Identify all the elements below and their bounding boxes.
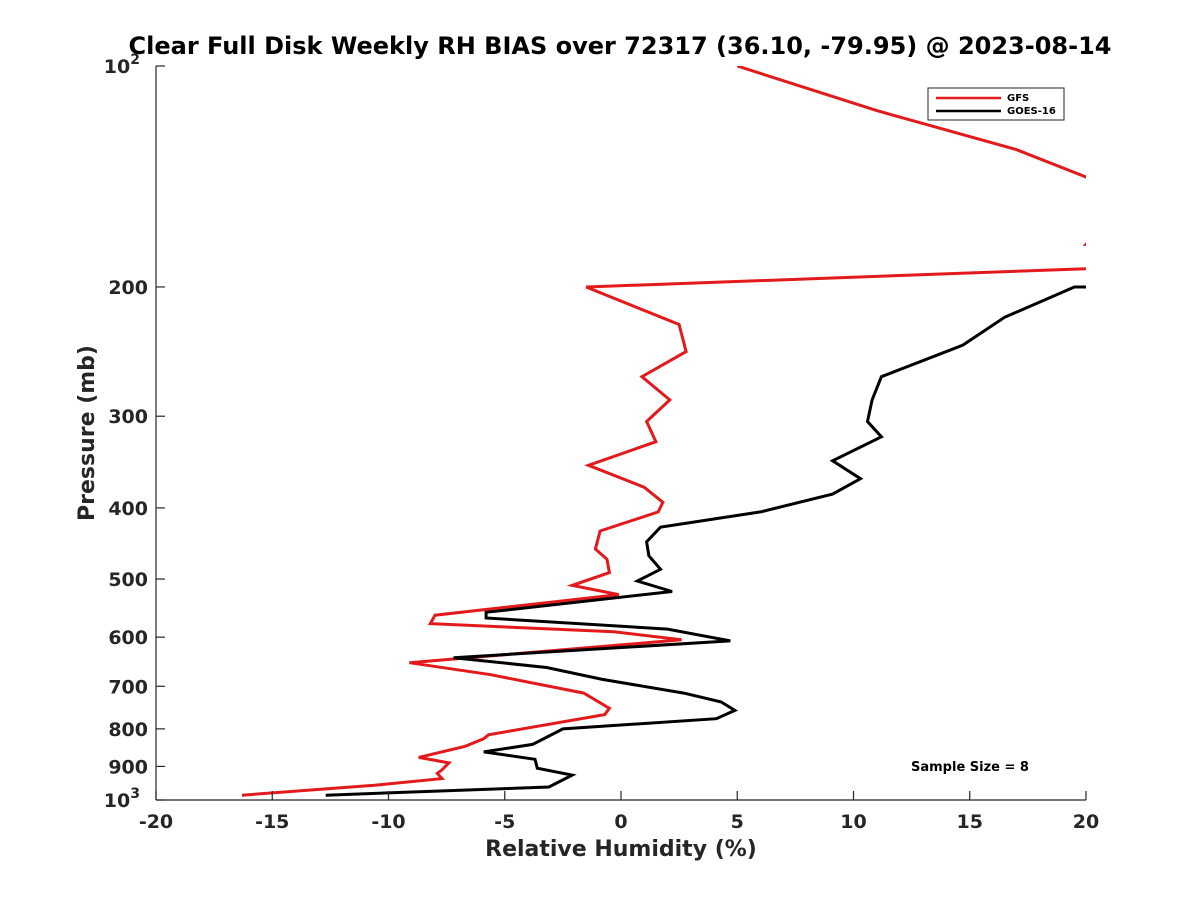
sample-size-annotation: Sample Size = 8 — [911, 760, 1029, 775]
y-tick-label: 900 — [108, 756, 148, 778]
x-axis-label: Relative Humidity (%) — [485, 837, 757, 862]
y-ticks: 102 200 300 400 500 600 700 800 900 103 — [104, 52, 165, 812]
y-tick-label: 600 — [108, 627, 148, 649]
y-tick-label: 200 — [108, 277, 148, 299]
y-tick-label: 103 — [104, 786, 140, 812]
legend-label-gfs: GFS — [1007, 93, 1029, 104]
x-tick-label: 20 — [1073, 811, 1099, 833]
x-tick-label: 0 — [614, 811, 627, 833]
y-axis-label: Pressure (mb) — [75, 345, 100, 521]
x-tick-label: -10 — [371, 811, 405, 833]
legend: GFS GOES-16 — [927, 87, 1065, 121]
axes — [155, 66, 1086, 801]
y-tick-label: 700 — [108, 676, 148, 698]
x-tick-label: -20 — [139, 811, 173, 833]
y-tick-label: 400 — [108, 498, 148, 520]
x-tick-label: 5 — [731, 811, 744, 833]
x-tick-label: -15 — [255, 811, 289, 833]
legend-label-goes16: GOES-16 — [1007, 106, 1056, 117]
y-tick-label: 500 — [108, 569, 148, 591]
x-tick-label: -5 — [494, 811, 515, 833]
x-tick-label: 15 — [957, 811, 983, 833]
series-layer — [241, 66, 1086, 797]
series-line-goes16 — [325, 285, 1086, 797]
chart-title: Clear Full Disk Weekly RH BIAS over 7231… — [129, 32, 1112, 60]
y-tick-label: 800 — [108, 719, 148, 741]
y-tick-label: 102 — [104, 52, 140, 78]
legend-box — [927, 87, 1065, 121]
x-tick-label: 10 — [840, 811, 866, 833]
y-tick-label: 300 — [108, 406, 148, 428]
x-ticks: -20 -15 -10 -5 0 5 10 15 20 — [139, 791, 1099, 833]
series-line-gfs — [241, 66, 1086, 797]
